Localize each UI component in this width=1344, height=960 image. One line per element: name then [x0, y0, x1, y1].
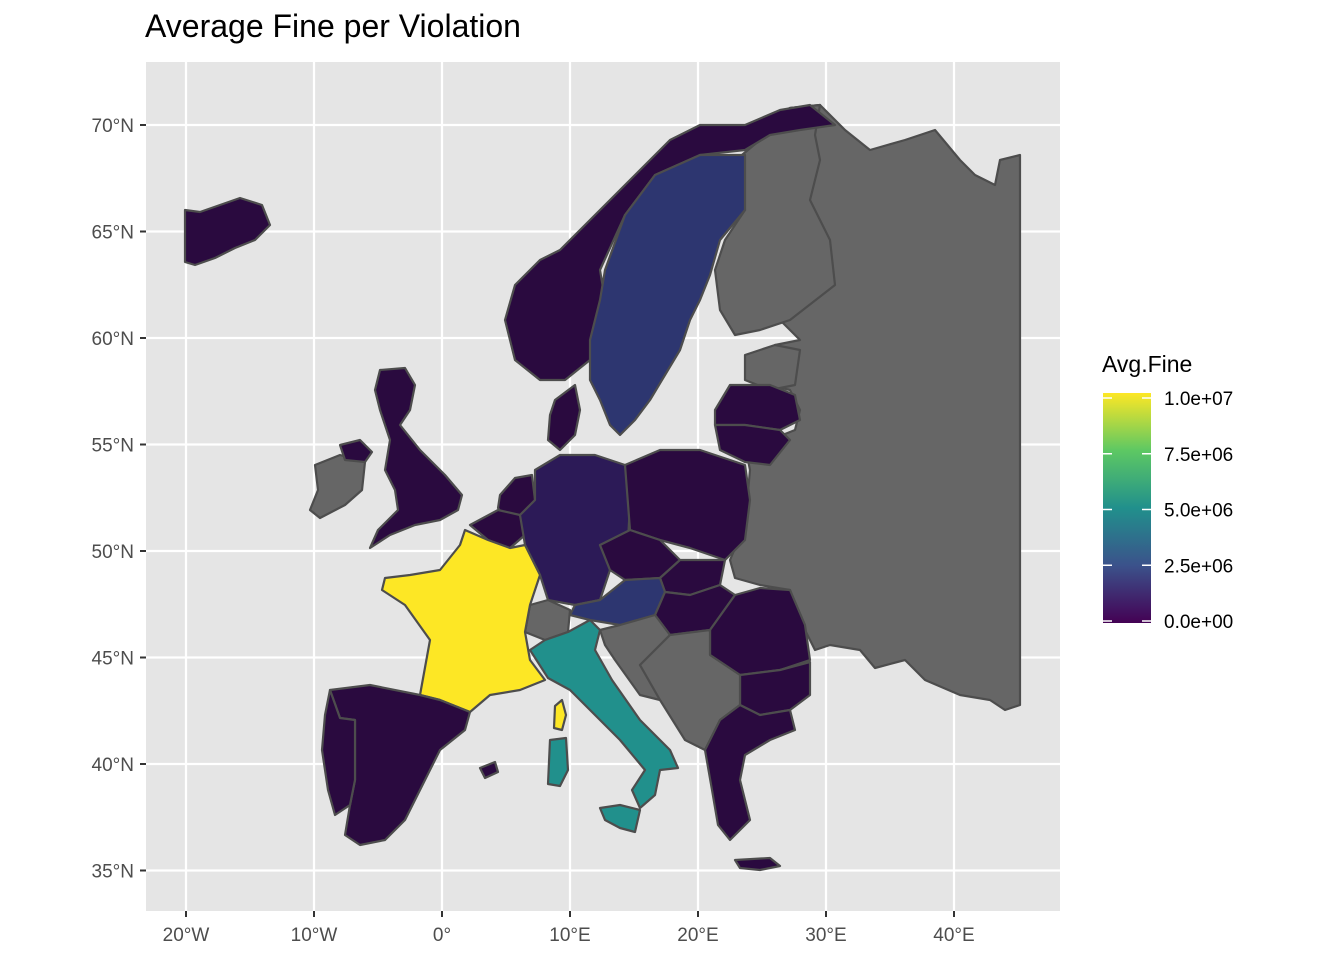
- y-tick-label: 45°N: [92, 649, 134, 670]
- region-crete[interactable]: [733, 856, 782, 872]
- y-tick-label: 50°N: [92, 542, 134, 563]
- legend: Avg.Fine 1.0e+07 7.5e+06 5.0e+06 2.5e+06 0.0…: [1102, 351, 1233, 633]
- region-united-kingdom[interactable]: [368, 366, 464, 550]
- region-sicily[interactable]: [598, 803, 642, 834]
- region-portugal[interactable]: [320, 688, 357, 817]
- y-tick-label: 70°N: [92, 116, 134, 137]
- region-iceland[interactable]: [183, 196, 272, 267]
- chart-title: Average Fine per Violation: [145, 8, 521, 44]
- x-tick-label: 10°W: [291, 925, 338, 946]
- y-tick-label: 65°N: [92, 223, 134, 244]
- x-tick-label: 20°E: [677, 925, 718, 946]
- region-northern-ireland[interactable]: [338, 438, 374, 464]
- y-tick-label: 40°N: [92, 755, 134, 776]
- region-denmark[interactable]: [546, 383, 582, 452]
- region-estonia[interactable]: [743, 343, 802, 392]
- x-tick-label: 20°W: [163, 925, 210, 946]
- x-tick-label: 40°E: [933, 925, 974, 946]
- legend-label: 7.5e+06: [1164, 445, 1233, 466]
- region-balearic-islands[interactable]: [478, 760, 500, 780]
- legend-label: 2.5e+06: [1164, 556, 1233, 577]
- y-axis: 70°N 65°N 60°N 55°N 50°N 45°N 40°N 35°N: [92, 116, 146, 883]
- region-sweden[interactable]: [588, 153, 747, 437]
- y-tick-label: 35°N: [92, 862, 134, 883]
- legend-colorbar: [1103, 393, 1151, 623]
- legend-label: 5.0e+06: [1164, 501, 1233, 522]
- region-sardinia[interactable]: [546, 736, 570, 788]
- region-france[interactable]: [380, 528, 547, 714]
- y-tick-label: 60°N: [92, 329, 134, 350]
- x-axis: 20°W 10°W 0° 10°E 20°E 30°E 40°E: [163, 911, 975, 946]
- x-tick-label: 0°: [433, 925, 451, 946]
- y-tick-label: 55°N: [92, 436, 134, 457]
- region-greece[interactable]: [703, 703, 797, 842]
- legend-label: 1.0e+07: [1164, 389, 1233, 410]
- region-corsica[interactable]: [552, 698, 568, 732]
- region-lithuania[interactable]: [713, 423, 792, 467]
- legend-title: Avg.Fine: [1102, 351, 1192, 377]
- region-western-balkans[interactable]: [638, 628, 742, 752]
- region-latvia[interactable]: [713, 383, 802, 432]
- legend-ticks: 1.0e+07 7.5e+06 5.0e+06 2.5e+06 0.0e+00: [1103, 389, 1233, 633]
- x-tick-label: 10°E: [549, 925, 590, 946]
- x-tick-label: 30°E: [805, 925, 846, 946]
- region-italy[interactable]: [528, 618, 680, 810]
- legend-label: 0.0e+00: [1164, 612, 1233, 633]
- region-germany[interactable]: [518, 453, 632, 607]
- country-polygons: [183, 103, 1022, 872]
